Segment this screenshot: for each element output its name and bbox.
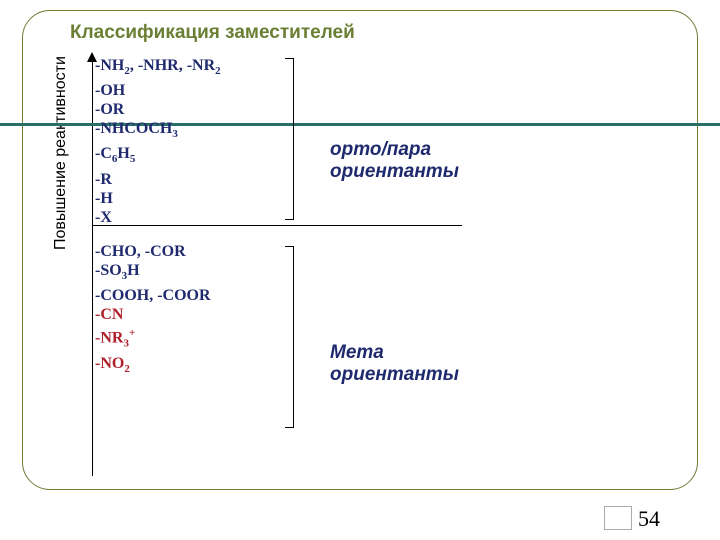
meta-label-line1: Мета (330, 342, 384, 363)
page-number-box (604, 506, 632, 530)
substituent-row: -NO2 (95, 354, 211, 379)
substituent-row: -NHCOCH3 (95, 119, 221, 144)
ortho-para-label-line1: орто/пара (330, 139, 431, 160)
substituent-row: -R (95, 170, 221, 189)
substituent-row: -SO3H (95, 261, 211, 286)
substituent-row: -X (95, 208, 221, 227)
substituent-row: -H (95, 189, 221, 208)
ortho-para-bracket (285, 58, 294, 220)
short-divider (92, 225, 462, 226)
substituent-row: -CN (95, 305, 211, 324)
meta-bracket (285, 246, 294, 428)
substituent-row: -NR3+ (95, 324, 211, 354)
y-axis-label: Повышение реактивности (52, 56, 70, 250)
ortho-para-list: -NH2, -NHR, -NR2-OH-OR-NHCOCH3-C6H5-R-H-… (95, 56, 221, 227)
substituent-row: -OR (95, 100, 221, 119)
substituent-row: -CHO, -COR (95, 242, 211, 261)
y-axis-arrow-line (92, 56, 93, 476)
substituent-row: -NH2, -NHR, -NR2 (95, 56, 221, 81)
meta-label-line2: ориентанты (330, 364, 459, 385)
substituent-row: -OH (95, 81, 221, 100)
substituent-row: -C6H5 (95, 144, 221, 169)
ortho-para-label: орто/пара ориентанты (330, 139, 459, 183)
meta-label: Мета ориентанты (330, 342, 459, 386)
ortho-para-label-line2: ориентанты (330, 161, 459, 182)
meta-list: -CHO, -COR-SO3H-COOH, -COOR-CN-NR3+-NO2 (95, 242, 211, 379)
slide-title: Классификация заместителей (70, 22, 355, 44)
substituent-row: -COOH, -COOR (95, 286, 211, 305)
page-number: 54 (638, 506, 660, 532)
